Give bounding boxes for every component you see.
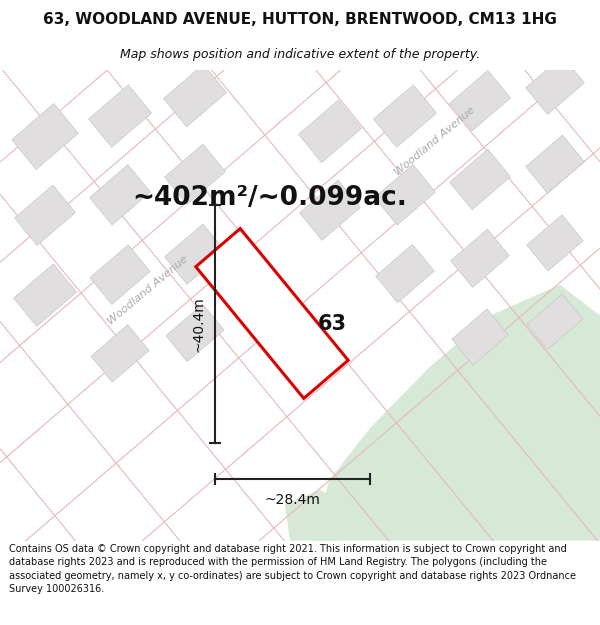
Text: Map shows position and indicative extent of the property.: Map shows position and indicative extent… <box>120 48 480 61</box>
Polygon shape <box>374 164 436 225</box>
Polygon shape <box>12 104 78 169</box>
Polygon shape <box>164 64 226 127</box>
Polygon shape <box>89 85 151 148</box>
Polygon shape <box>452 309 508 365</box>
Polygon shape <box>449 149 511 209</box>
Polygon shape <box>376 244 434 302</box>
Text: ~40.4m: ~40.4m <box>192 296 206 352</box>
Polygon shape <box>89 164 151 225</box>
Polygon shape <box>299 180 361 241</box>
Text: 63: 63 <box>317 314 347 334</box>
Polygon shape <box>299 100 361 162</box>
Polygon shape <box>91 324 149 382</box>
Polygon shape <box>166 304 224 362</box>
Text: Woodland Avenue: Woodland Avenue <box>393 105 477 178</box>
Polygon shape <box>374 85 436 148</box>
Polygon shape <box>285 489 350 541</box>
Text: Woodland Avenue: Woodland Avenue <box>106 254 190 326</box>
Polygon shape <box>164 144 226 204</box>
Text: Contains OS data © Crown copyright and database right 2021. This information is : Contains OS data © Crown copyright and d… <box>9 544 576 594</box>
Polygon shape <box>451 229 509 288</box>
Polygon shape <box>14 185 76 246</box>
Polygon shape <box>527 215 583 271</box>
Polygon shape <box>310 285 600 541</box>
Polygon shape <box>527 294 583 349</box>
Polygon shape <box>164 224 226 284</box>
Polygon shape <box>526 135 584 193</box>
Polygon shape <box>526 56 584 114</box>
Text: 63, WOODLAND AVENUE, HUTTON, BRENTWOOD, CM13 1HG: 63, WOODLAND AVENUE, HUTTON, BRENTWOOD, … <box>43 12 557 27</box>
Polygon shape <box>449 71 511 131</box>
Text: ~28.4m: ~28.4m <box>265 492 320 507</box>
Polygon shape <box>14 264 76 326</box>
Polygon shape <box>90 245 150 304</box>
Text: ~402m²/~0.099ac.: ~402m²/~0.099ac. <box>133 185 407 211</box>
Polygon shape <box>196 229 348 398</box>
